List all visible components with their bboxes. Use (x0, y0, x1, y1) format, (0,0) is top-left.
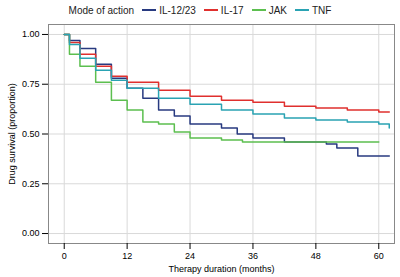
html-text:TNF: TNF (312, 4, 332, 16)
svg-text:0.75: 0.75 (22, 79, 40, 89)
svg-text:12: 12 (122, 251, 132, 261)
svg-text:Therapy duration (months): Therapy duration (months) (168, 264, 274, 274)
svg-text:1.00: 1.00 (22, 29, 40, 39)
html-text:JAK: JAK (268, 4, 287, 16)
svg-text:0: 0 (62, 251, 67, 261)
svg-text:60: 60 (374, 251, 384, 261)
html-text:IL-17: IL-17 (220, 4, 244, 16)
svg-text:48: 48 (311, 251, 321, 261)
svg-text:0.25: 0.25 (22, 179, 40, 189)
html-text:Mode of action: Mode of action (68, 4, 135, 16)
svg-text:Drug survival (proportion): Drug survival (proportion) (7, 83, 17, 185)
svg-text:24: 24 (185, 251, 195, 261)
html-text:IL-12/23: IL-12/23 (159, 4, 196, 16)
svg-text:36: 36 (248, 251, 258, 261)
svg-text:0.00: 0.00 (22, 228, 40, 238)
svg-text:0.50: 0.50 (22, 129, 40, 139)
